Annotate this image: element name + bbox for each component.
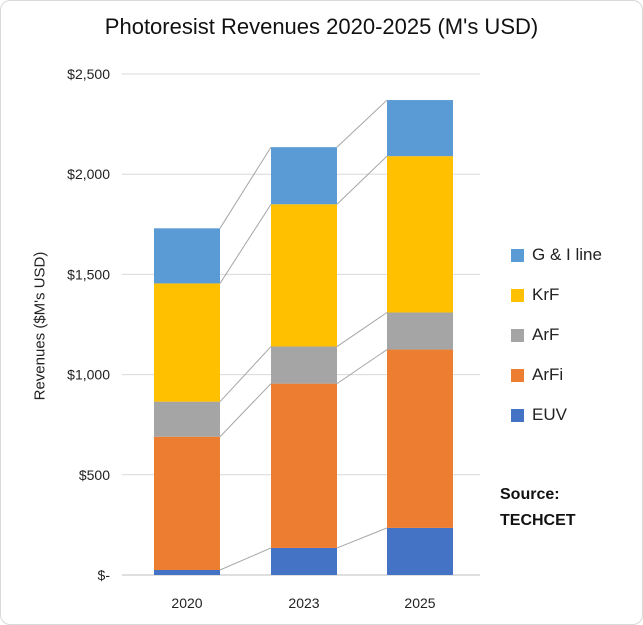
legend-label: KrF <box>532 285 560 304</box>
bar-segment-arfi-2020 <box>154 436 220 570</box>
bar-segment-krf-2025 <box>387 156 453 313</box>
legend-swatch <box>511 328 524 342</box>
bar-segment-arfi-2025 <box>387 349 453 528</box>
y-tick-label: $- <box>98 567 111 583</box>
series-line <box>219 146 272 229</box>
bar-segment-krf-2020 <box>154 283 220 402</box>
series-line <box>336 527 388 549</box>
bar-segment-arf-2023 <box>271 346 337 384</box>
series-line <box>336 349 388 385</box>
bar-segment-euv-2020 <box>154 569 220 575</box>
legend-item: EUV <box>511 405 567 425</box>
y-tick-label: $2,000 <box>67 166 110 182</box>
source-label: Source: <box>500 486 560 503</box>
legend-swatch <box>511 288 524 302</box>
x-tick-label: 2025 <box>404 595 435 611</box>
series-line <box>219 383 272 438</box>
bar-segment-g-i-line-2023 <box>271 147 337 205</box>
bar-segment-g-i-line-2025 <box>387 100 453 157</box>
legend-label: G & I line <box>532 245 602 264</box>
y-tick-label: $1,000 <box>67 367 110 383</box>
bar-segment-arf-2025 <box>387 312 453 350</box>
series-line <box>336 155 388 205</box>
x-tick-label: 2020 <box>171 595 202 611</box>
legend-label: ArF <box>532 325 560 344</box>
legend-swatch <box>511 248 524 262</box>
y-tick-label: $2,500 <box>67 66 110 82</box>
bar-segment-arf-2020 <box>154 401 220 437</box>
series-line <box>219 203 272 284</box>
source-note: Source: TECHCET <box>500 482 576 534</box>
source-name: TECHCET <box>500 512 576 529</box>
bar-segment-euv-2023 <box>271 547 337 575</box>
bar-segment-g-i-line-2020 <box>154 228 220 284</box>
legend-swatch <box>511 408 524 422</box>
legend-item: KrF <box>511 285 559 305</box>
legend-label: EUV <box>532 405 567 424</box>
bar-segment-euv-2025 <box>387 527 453 575</box>
y-tick-label: $500 <box>79 467 110 483</box>
legend-item: G & I line <box>511 245 602 265</box>
bar-segment-krf-2023 <box>271 204 337 347</box>
series-line <box>219 547 272 571</box>
legend-item: ArF <box>511 325 559 345</box>
legend-item: ArFi <box>511 365 563 385</box>
legend-swatch <box>511 368 524 382</box>
series-line <box>219 346 272 402</box>
y-tick-label: $1,500 <box>67 266 110 282</box>
legend-label: ArFi <box>532 365 564 384</box>
chart-title: Photoresist Revenues 2020-2025 (M's USD) <box>104 14 539 39</box>
series-line <box>336 99 388 148</box>
x-tick-label: 2023 <box>288 595 319 611</box>
bar-segment-arfi-2023 <box>271 383 337 548</box>
series-line <box>336 312 388 347</box>
